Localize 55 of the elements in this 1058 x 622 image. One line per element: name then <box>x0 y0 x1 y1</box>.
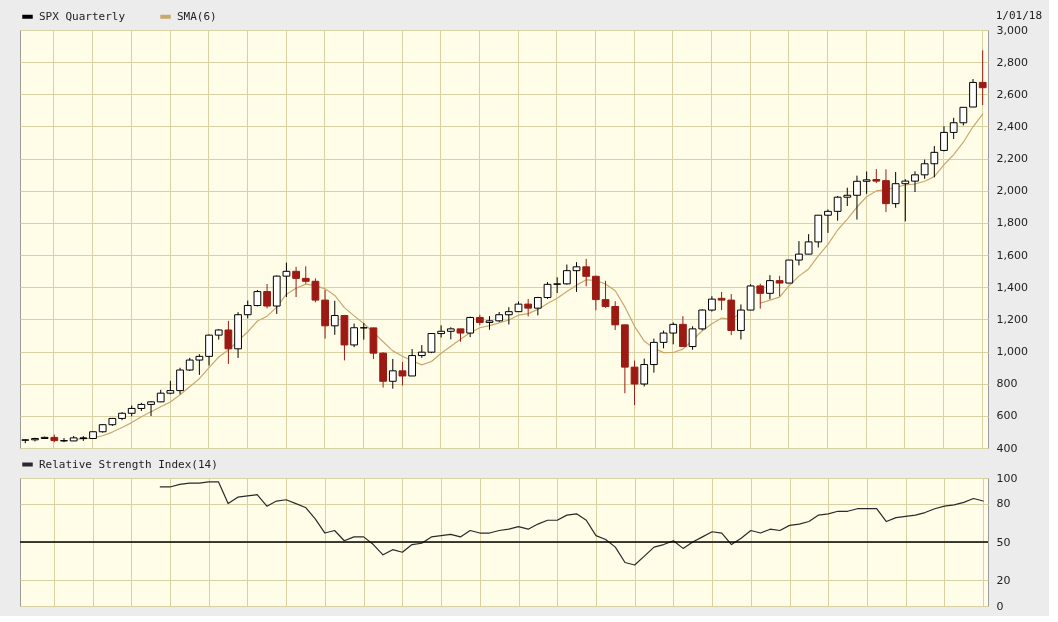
y-tick-label: 2,600 <box>996 87 1028 101</box>
candlestick <box>263 283 271 309</box>
candlestick <box>785 259 794 284</box>
y-tick-label: 100 <box>996 471 1018 485</box>
y-tick-label: 1,600 <box>996 248 1028 262</box>
candlestick <box>775 275 784 297</box>
legend-label: Relative Strength Index(14) <box>39 457 218 471</box>
candlestick <box>408 348 417 377</box>
y-tick-label: 400 <box>996 441 1018 455</box>
y-tick-label: 600 <box>996 409 1018 423</box>
y-tick-label: 50 <box>996 535 1011 549</box>
y-tick-label: 3,000 <box>996 23 1028 37</box>
candlestick <box>882 168 890 213</box>
y-tick-label: 80 <box>996 497 1011 511</box>
candlestick <box>398 361 407 386</box>
candlestick <box>824 208 832 234</box>
candlestick <box>679 315 687 348</box>
y-tick-label: 2,400 <box>996 119 1028 133</box>
y-tick-label: 1,800 <box>996 216 1028 230</box>
candlestick <box>292 266 300 298</box>
candlestick <box>176 367 184 395</box>
candlestick <box>582 258 591 287</box>
candlestick <box>862 170 871 195</box>
candlestick <box>853 175 861 221</box>
y-tick-label: 0 <box>996 599 1004 613</box>
candlestick <box>911 170 919 193</box>
candlestick <box>205 334 213 367</box>
candlestick <box>650 338 658 374</box>
candlestick <box>330 300 339 336</box>
y-tick-label: 2,000 <box>996 184 1028 198</box>
candlestick <box>756 283 765 310</box>
line-series <box>159 481 984 566</box>
candlestick <box>640 358 649 387</box>
candlestick <box>940 125 948 152</box>
y-tick-label: 2,200 <box>996 152 1028 166</box>
legend-label: SMA(6) <box>177 9 217 23</box>
candlestick <box>591 275 600 311</box>
candlestick <box>224 320 233 365</box>
candlestick <box>350 323 358 348</box>
candlestick <box>630 360 639 406</box>
y-tick-label: 800 <box>996 377 1018 391</box>
candlestick <box>978 49 987 106</box>
y-tick-label: 1,200 <box>996 312 1028 326</box>
y-tick-label: 2,800 <box>996 55 1028 69</box>
candlestick <box>795 240 803 266</box>
y-tick-label: 1,000 <box>996 345 1028 359</box>
y-tick-label: 20 <box>996 573 1011 587</box>
candlestick <box>766 274 774 300</box>
candlestick <box>60 437 68 443</box>
text: 1/01/18 <box>995 9 1042 22</box>
candlestick <box>388 358 397 390</box>
y-tick-label: 1,400 <box>996 280 1028 294</box>
candlestick <box>737 303 745 340</box>
candlestick <box>147 400 155 417</box>
legend-label: SPX Quarterly <box>39 9 126 23</box>
